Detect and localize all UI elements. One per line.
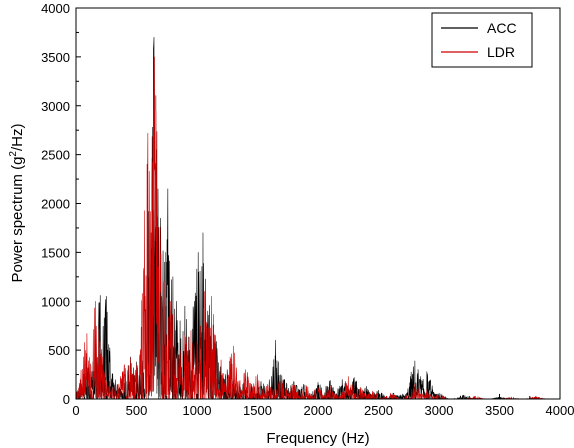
legend-box <box>431 12 533 68</box>
legend-label-ldr: LDR <box>487 44 515 60</box>
series-line-ldr <box>75 56 560 400</box>
x-tick-label: 3500 <box>485 403 514 418</box>
x-tick-label: 1500 <box>243 403 272 418</box>
legend-label-acc: ACC <box>487 20 517 36</box>
y-tick-label: 4000 <box>41 1 70 16</box>
x-tick-label: 1000 <box>183 403 212 418</box>
y-axis-title: Power spectrum (g2/Hz) <box>8 124 26 283</box>
y-tick-label: 1000 <box>41 294 70 309</box>
x-tick-label: 4000 <box>546 403 574 418</box>
y-tick-label: 1500 <box>41 245 70 260</box>
y-tick-label: 3500 <box>41 50 70 65</box>
legend: ACC LDR <box>431 12 533 68</box>
y-axis-title-sup: 2 <box>8 151 19 157</box>
x-tick-label: 500 <box>126 403 148 418</box>
y-axis-title-tail: /Hz) <box>9 124 26 152</box>
ticks-layer: 0 500 1000 1500 2000 2500 3000 3500 4000 0 500 1000… <box>41 1 574 418</box>
y-tick-label: 3000 <box>41 99 70 114</box>
y-tick-label: 2500 <box>41 148 70 163</box>
y-axis-title-main: Power spectrum (g <box>9 157 26 283</box>
x-axis-title: Frequency (Hz) <box>266 430 369 447</box>
y-tick-label: 500 <box>48 343 70 358</box>
y-tick-label: 2000 <box>41 197 70 212</box>
x-tick-label: 2000 <box>304 403 333 418</box>
x-tick-label: 3000 <box>425 403 454 418</box>
y-tick-label: 0 <box>63 392 70 407</box>
x-tick-label: 2500 <box>364 403 393 418</box>
x-tick-label: 0 <box>72 403 79 418</box>
